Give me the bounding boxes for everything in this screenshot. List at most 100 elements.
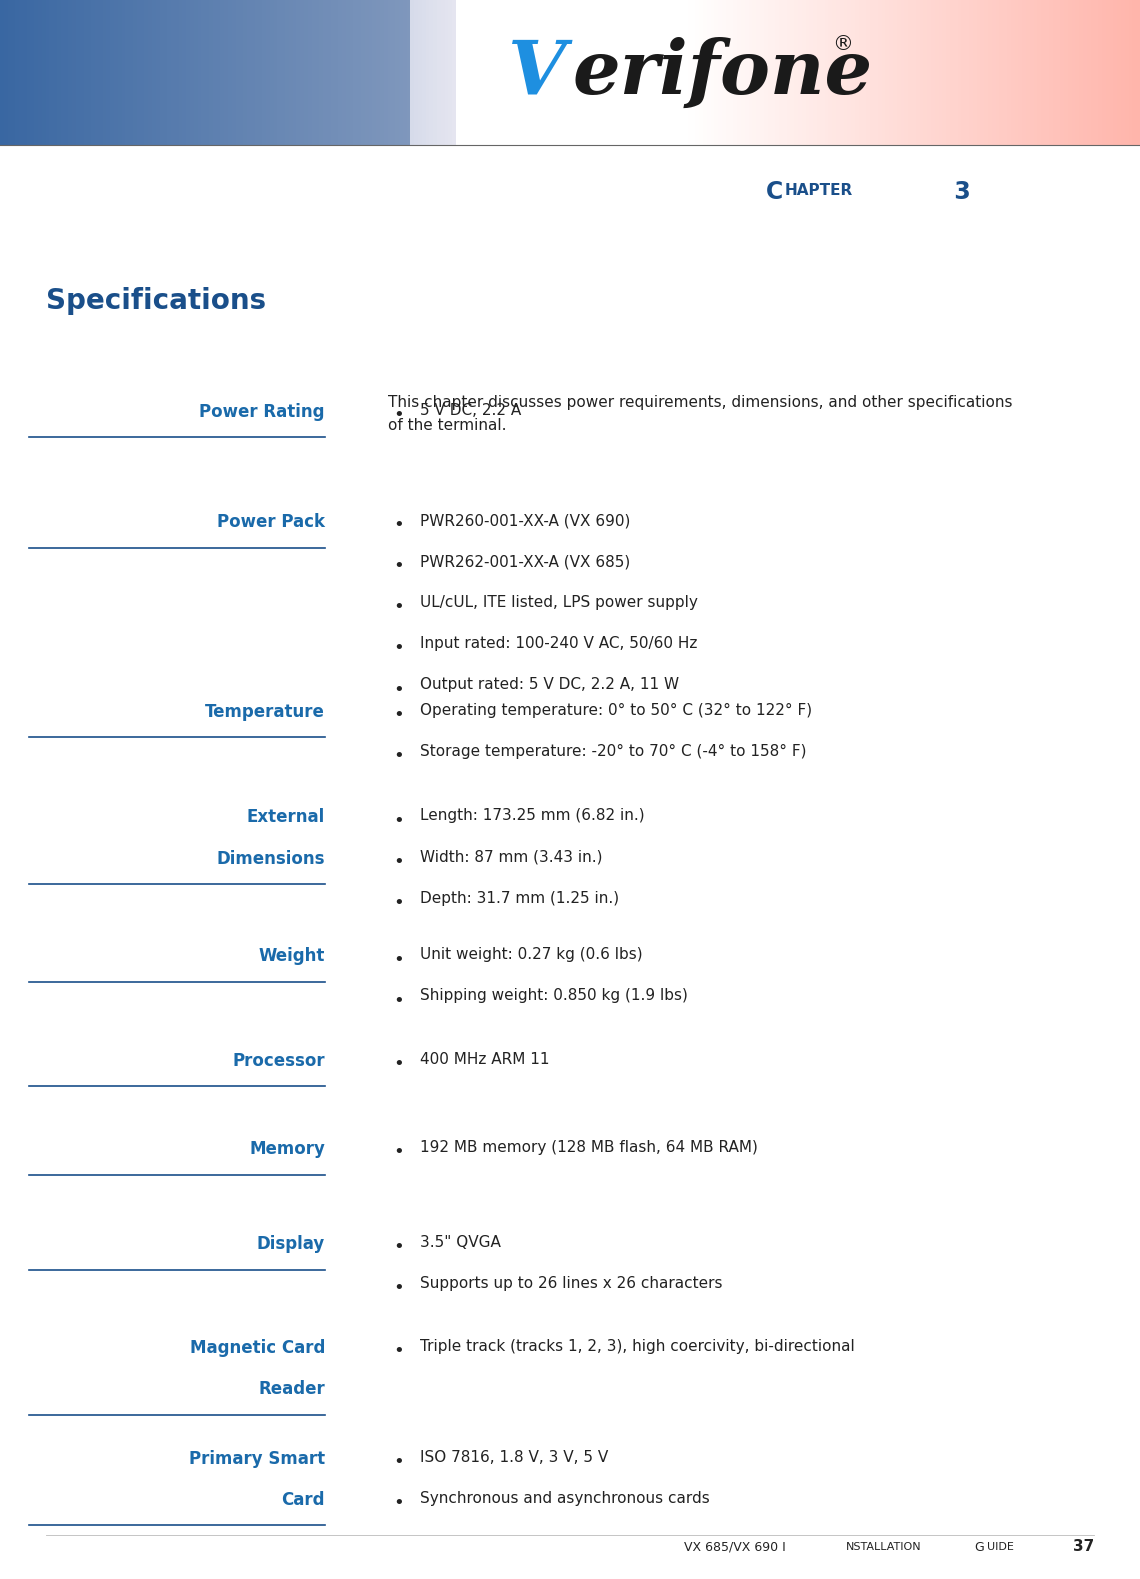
- Bar: [396, 0, 401, 145]
- Text: •: •: [393, 681, 404, 698]
- Text: •: •: [393, 853, 404, 870]
- Bar: [958, 0, 963, 145]
- Bar: [145, 0, 150, 145]
- Bar: [627, 0, 633, 145]
- Bar: [76, 0, 82, 145]
- Text: Storage temperature: -20° to 70° C (-4° to 158° F): Storage temperature: -20° to 70° C (-4° …: [420, 744, 806, 759]
- Bar: [858, 0, 865, 145]
- Bar: [658, 0, 663, 145]
- Bar: [140, 0, 147, 145]
- Bar: [361, 0, 367, 145]
- Bar: [342, 0, 348, 145]
- Text: Depth: 31.7 mm (1.25 in.): Depth: 31.7 mm (1.25 in.): [420, 891, 619, 905]
- Bar: [692, 0, 698, 145]
- Bar: [764, 0, 770, 145]
- Text: •: •: [393, 598, 404, 616]
- Bar: [954, 0, 960, 145]
- Bar: [433, 0, 439, 145]
- Bar: [220, 0, 227, 145]
- Bar: [274, 0, 279, 145]
- Bar: [414, 0, 421, 145]
- Bar: [1057, 0, 1062, 145]
- Bar: [282, 0, 287, 145]
- Text: UL/cUL, ITE listed, LPS power supply: UL/cUL, ITE listed, LPS power supply: [420, 595, 698, 609]
- Text: •: •: [393, 706, 404, 723]
- Bar: [213, 0, 219, 145]
- Text: •: •: [393, 516, 404, 534]
- Text: Unit weight: 0.27 kg (0.6 lbs): Unit weight: 0.27 kg (0.6 lbs): [420, 947, 642, 962]
- Bar: [995, 0, 1002, 145]
- Bar: [821, 0, 826, 145]
- Bar: [31, 0, 36, 145]
- Text: •: •: [393, 557, 404, 575]
- Bar: [311, 0, 318, 145]
- Bar: [34, 0, 40, 145]
- Bar: [152, 0, 158, 145]
- Bar: [410, 0, 416, 145]
- Bar: [1091, 0, 1097, 145]
- Bar: [125, 0, 131, 145]
- Bar: [840, 0, 846, 145]
- Bar: [190, 0, 196, 145]
- Bar: [498, 0, 504, 145]
- Bar: [943, 0, 948, 145]
- Bar: [402, 0, 409, 145]
- Bar: [174, 0, 181, 145]
- Bar: [247, 0, 253, 145]
- Bar: [251, 0, 256, 145]
- Bar: [277, 0, 284, 145]
- Bar: [288, 0, 295, 145]
- Bar: [182, 0, 188, 145]
- Bar: [1137, 0, 1140, 145]
- Bar: [710, 0, 717, 145]
- Bar: [163, 0, 170, 145]
- Bar: [1075, 0, 1082, 145]
- Bar: [217, 0, 222, 145]
- Bar: [156, 0, 162, 145]
- Bar: [430, 0, 435, 145]
- Bar: [368, 0, 375, 145]
- Bar: [228, 0, 234, 145]
- Text: •: •: [393, 812, 404, 829]
- Bar: [467, 0, 473, 145]
- Bar: [909, 0, 914, 145]
- Bar: [205, 0, 211, 145]
- Bar: [88, 0, 93, 145]
- Bar: [471, 0, 478, 145]
- Bar: [505, 0, 512, 145]
- Bar: [8, 0, 14, 145]
- Bar: [752, 0, 758, 145]
- Bar: [239, 0, 245, 145]
- Bar: [744, 0, 751, 145]
- Bar: [46, 0, 51, 145]
- Bar: [380, 0, 386, 145]
- Bar: [1023, 0, 1028, 145]
- Bar: [117, 0, 124, 145]
- Bar: [129, 0, 136, 145]
- Bar: [334, 0, 341, 145]
- Text: Synchronous and asynchronous cards: Synchronous and asynchronous cards: [420, 1491, 709, 1505]
- Bar: [798, 0, 804, 145]
- Bar: [935, 0, 940, 145]
- Text: erifone: erifone: [572, 36, 872, 109]
- Bar: [179, 0, 185, 145]
- Bar: [912, 0, 918, 145]
- Bar: [1041, 0, 1048, 145]
- Bar: [353, 0, 359, 145]
- Bar: [1072, 0, 1077, 145]
- Bar: [866, 0, 872, 145]
- Bar: [1037, 0, 1043, 145]
- Bar: [555, 0, 561, 145]
- Bar: [889, 0, 895, 145]
- Bar: [783, 0, 789, 145]
- Text: Power Pack: Power Pack: [217, 513, 325, 531]
- Bar: [824, 0, 831, 145]
- Bar: [316, 0, 321, 145]
- Text: 37: 37: [1073, 1540, 1094, 1554]
- Bar: [122, 0, 128, 145]
- Bar: [585, 0, 592, 145]
- Bar: [1007, 0, 1013, 145]
- Bar: [57, 0, 63, 145]
- Bar: [437, 0, 443, 145]
- Bar: [266, 0, 272, 145]
